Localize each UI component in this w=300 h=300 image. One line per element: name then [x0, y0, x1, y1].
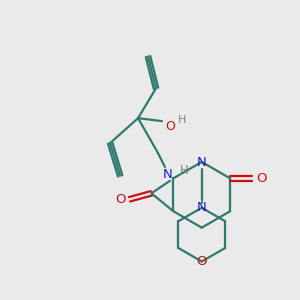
Text: N: N: [163, 168, 173, 182]
Text: O: O: [165, 120, 175, 133]
Text: H: H: [180, 164, 189, 177]
Text: N: N: [197, 156, 207, 170]
Text: O: O: [256, 172, 266, 185]
Text: H: H: [178, 115, 186, 125]
Text: O: O: [196, 255, 207, 268]
Text: O: O: [115, 193, 126, 206]
Text: N: N: [197, 201, 207, 214]
